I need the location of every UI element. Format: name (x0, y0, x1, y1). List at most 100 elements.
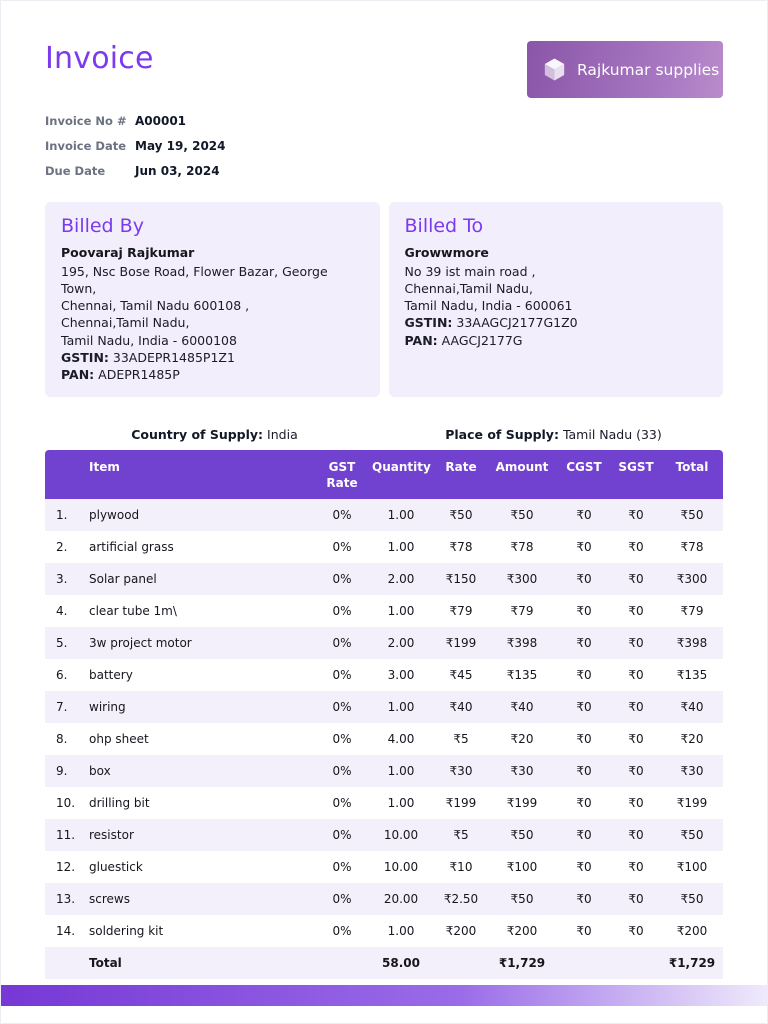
cell-gst_rate: 0% (332, 700, 352, 715)
cell-amount: ₹200 (506, 924, 538, 939)
cell-rate: ₹78 (449, 540, 473, 555)
invoice-meta: Invoice No # A00001 Invoice Date May 19,… (45, 114, 723, 178)
cell-sl: 12. (56, 860, 76, 875)
cell-sl: 3. (56, 572, 68, 587)
cell-total: ₹78 (680, 540, 704, 555)
table-row: 12. gluestick 0% 10.00 ₹10 ₹100 ₹0 ₹0 ₹100 (45, 851, 723, 883)
cell-quantity: 10.00 (383, 828, 419, 843)
invoice-number-label: Invoice No # (45, 114, 127, 128)
cell-quantity: 4.00 (387, 732, 415, 747)
cell-quantity: 10.00 (383, 860, 419, 875)
cell-sl: 14. (56, 924, 76, 939)
cell-amount: ₹50 (510, 828, 534, 843)
cell-gst_rate: 0% (332, 508, 352, 523)
cell-sl: 13. (56, 892, 76, 907)
billed-to-gstin: GSTIN: 33AAGCJ2177G1Z0 (405, 314, 708, 331)
cell-rate: ₹50 (449, 508, 473, 523)
pan-value: AAGCJ2177G (441, 332, 523, 348)
cell-amount: ₹50 (510, 508, 534, 523)
table-row: 5. 3w project motor 0% 2.00 ₹199 ₹398 ₹0 ₹0 ₹398 (45, 627, 723, 660)
cell-sgst: ₹0 (628, 860, 644, 875)
company-name: Rajkumar supplies (577, 60, 720, 79)
footer-accent-bar (1, 985, 767, 1006)
cell-total: ₹199 (676, 796, 708, 811)
address-line: Chennai,Tamil Nadu, (61, 315, 190, 331)
cell-sl: 7. (56, 700, 68, 715)
address-line: 195, Nsc Bose Road, Flower Bazar, George… (61, 264, 328, 297)
total-grand-total: ₹1,729 (668, 956, 716, 971)
cell-cgst: ₹0 (576, 892, 592, 907)
cell-sl: 8. (56, 732, 68, 747)
cell-amount: ₹40 (510, 700, 534, 715)
cell-item: clear tube 1m\ (89, 604, 177, 619)
total-cell-sgst (611, 947, 661, 979)
cell-total: ₹300 (676, 572, 708, 587)
place-of-supply-label: Place of Supply: (445, 426, 559, 442)
table-row: 13. screws 0% 20.00 ₹2.50 ₹50 ₹0 ₹0 ₹50 (45, 883, 723, 916)
cell-rate: ₹5 (453, 828, 469, 843)
total-quantity: 58.00 (382, 956, 420, 971)
due-date-label: Due Date (45, 164, 106, 178)
gstin-label: GSTIN: (61, 349, 109, 365)
cell-cgst: ₹0 (576, 860, 592, 875)
cell-rate: ₹10 (449, 860, 473, 875)
cell-rate: ₹5 (453, 732, 469, 747)
cell-total: ₹135 (676, 668, 708, 683)
cell-quantity: 1.00 (387, 508, 415, 523)
address-line: Tamil Nadu, India - 600061 (404, 298, 573, 314)
cell-cgst: ₹0 (576, 668, 592, 683)
cell-total: ₹20 (680, 732, 704, 747)
total-row: Total 58.00 ₹1,729 ₹1,729 (45, 947, 723, 980)
billed-by-title: Billed By (61, 215, 144, 237)
table-row: 9. box 0% 1.00 ₹30 ₹30 ₹0 ₹0 ₹30 (45, 755, 723, 788)
address-line: Chennai,Tamil Nadu, (404, 281, 533, 297)
cell-gst_rate: 0% (332, 796, 352, 811)
cell-gst_rate: 0% (332, 892, 352, 907)
cell-sgst: ₹0 (628, 700, 644, 715)
cell-sl: 2. (56, 540, 68, 555)
supply-row: Country of Supply: India Place of Supply… (45, 427, 723, 442)
cell-total: ₹79 (680, 604, 704, 619)
cell-amount: ₹78 (510, 540, 534, 555)
address-line: Tamil Nadu, India - 6000108 (61, 332, 237, 348)
total-cell-sl (45, 947, 85, 979)
cell-item: artificial grass (89, 540, 174, 555)
cell-gst_rate: 0% (332, 860, 352, 875)
header-item: Item (85, 449, 317, 500)
cell-sl: 11. (56, 828, 76, 843)
cell-quantity: 1.00 (387, 540, 415, 555)
billing-panels: Billed By Poovaraj Rajkumar 195, Nsc Bos… (45, 202, 723, 397)
cell-total: ₹30 (680, 764, 704, 779)
cell-total: ₹50 (680, 508, 704, 523)
cell-total: ₹398 (676, 636, 708, 651)
cell-rate: ₹79 (449, 604, 473, 619)
cell-item: soldering kit (89, 924, 164, 939)
cell-amount: ₹100 (506, 860, 538, 875)
header: Invoice Rajkumar supplies (45, 41, 723, 98)
table-row: 3. Solar panel 0% 2.00 ₹150 ₹300 ₹0 ₹0 ₹300 (45, 563, 723, 596)
cell-amount: ₹79 (510, 604, 534, 619)
place-of-supply: Place of Supply: Tamil Nadu (33) (384, 427, 723, 442)
cell-sgst: ₹0 (628, 572, 644, 587)
cell-cgst: ₹0 (576, 540, 592, 555)
cell-quantity: 1.00 (387, 764, 415, 779)
table-footer: Total 58.00 ₹1,729 ₹1,729 (45, 947, 723, 980)
gstin-value: 33ADEPR1485P1Z1 (112, 349, 235, 365)
address-line: Chennai, Tamil Nadu 600108 , (61, 298, 250, 314)
cell-gst_rate: 0% (332, 732, 352, 747)
cell-cgst: ₹0 (576, 636, 592, 651)
cell-sgst: ₹0 (628, 732, 644, 747)
billed-by-gstin: GSTIN: 33ADEPR1485P1Z1 (61, 349, 364, 366)
gstin-value: 33AAGCJ2177G1Z0 (456, 315, 578, 331)
billed-to-title: Billed To (404, 215, 484, 237)
page-title: Invoice (45, 41, 154, 76)
cell-total: ₹100 (676, 860, 708, 875)
cell-amount: ₹300 (506, 572, 538, 587)
header-sgst: SGST (611, 449, 661, 500)
due-date-row: Due Date Jun 03, 2024 (45, 164, 723, 178)
cell-gst_rate: 0% (332, 636, 352, 651)
cell-amount: ₹20 (510, 732, 534, 747)
invoice-date-value: May 19, 2024 (135, 139, 226, 153)
cell-total: ₹200 (676, 924, 708, 939)
cell-sl: 6. (56, 668, 68, 683)
